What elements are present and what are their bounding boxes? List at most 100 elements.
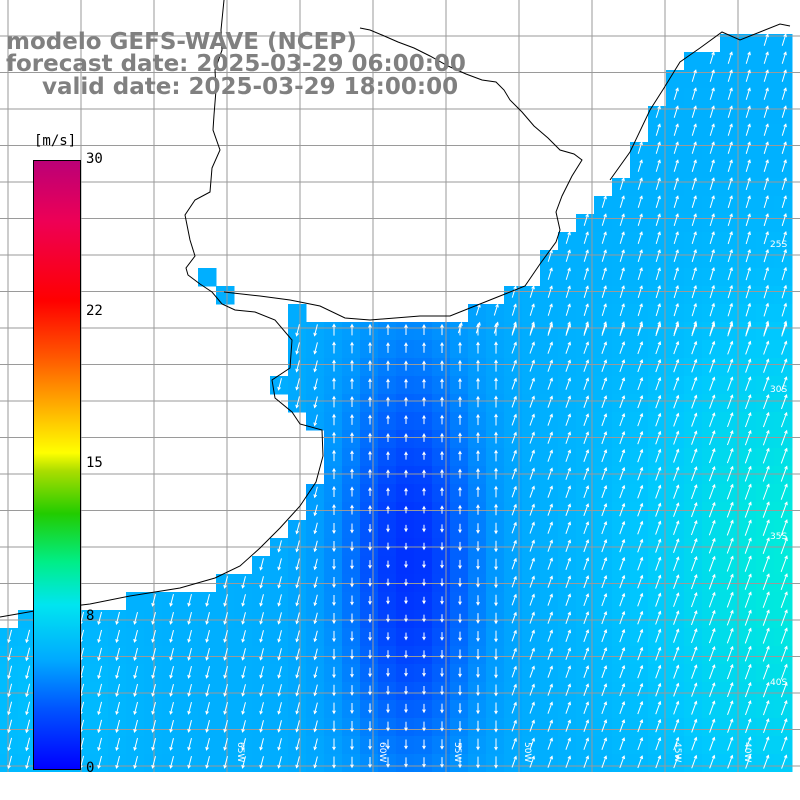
wind-arrow <box>709 700 716 715</box>
wind-arrow <box>583 341 590 354</box>
wind-arrow <box>763 736 770 751</box>
wind-arrow <box>25 629 31 644</box>
wind-arrow <box>745 69 751 82</box>
wind-arrow <box>277 738 282 751</box>
wind-arrow <box>295 576 300 589</box>
wind-arrow <box>440 396 444 407</box>
wind-arrow <box>673 285 679 299</box>
wind-arrow <box>708 465 716 482</box>
wind-arrow <box>601 719 608 733</box>
wind-arrow <box>691 249 697 263</box>
wind-arrow <box>673 177 679 190</box>
wind-arrow <box>440 650 444 660</box>
wind-arrow <box>386 432 390 443</box>
wind-arrow <box>440 341 444 353</box>
wind-arrow <box>709 430 716 446</box>
wind-arrow <box>745 195 751 209</box>
wind-arrow <box>7 665 13 680</box>
wind-arrow <box>169 612 174 625</box>
wind-arrow <box>619 213 625 226</box>
wind-arrow <box>565 303 571 316</box>
wind-arrow <box>781 231 787 245</box>
wind-arrow <box>422 323 426 335</box>
wind-arrow <box>133 647 139 661</box>
wind-arrow <box>368 596 372 605</box>
wind-arrow <box>115 755 121 769</box>
wind-arrow <box>691 302 697 317</box>
wind-arrow <box>151 647 156 661</box>
wind-arrow <box>691 320 698 335</box>
wind-arrow <box>709 340 716 355</box>
wind-arrow <box>780 447 788 464</box>
wind-arrow <box>583 647 590 661</box>
wind-arrow <box>762 555 770 572</box>
wind-arrow <box>205 666 210 679</box>
wind-arrow <box>726 483 734 500</box>
wind-arrow <box>762 483 770 500</box>
wind-arrow <box>637 610 644 625</box>
wind-arrow <box>655 213 661 226</box>
wind-arrow <box>368 560 372 569</box>
wind-arrow <box>565 395 572 408</box>
wind-arrow <box>601 303 607 316</box>
wind-arrow <box>205 738 210 751</box>
wind-arrow <box>583 755 590 768</box>
wind-arrow <box>673 105 679 118</box>
wind-arrow <box>332 559 336 571</box>
wind-arrow <box>368 667 372 678</box>
wind-arrow <box>619 502 626 517</box>
wind-arrow <box>350 649 354 660</box>
wind-arrow <box>440 578 444 587</box>
wind-arrow <box>708 591 716 608</box>
wind-arrow <box>350 703 354 714</box>
wind-arrow <box>332 413 336 426</box>
wind-arrow <box>440 542 444 551</box>
wind-arrow <box>151 683 156 697</box>
wind-arrow <box>368 524 372 533</box>
wind-arrow <box>440 505 444 514</box>
wind-arrow <box>422 560 426 569</box>
wind-arrow <box>709 213 715 227</box>
wind-arrow <box>169 756 174 769</box>
wind-arrow <box>601 575 608 589</box>
wind-arrow <box>655 195 661 208</box>
wind-arrow <box>422 505 426 514</box>
wind-arrow <box>422 451 426 460</box>
wind-arrow <box>332 720 336 733</box>
wind-arrow <box>313 702 318 715</box>
wind-arrow <box>332 612 336 625</box>
wind-arrow <box>726 645 734 662</box>
wind-arrow <box>780 429 788 446</box>
wind-arrow <box>350 341 354 354</box>
wind-arrow <box>637 267 643 281</box>
wind-arrow <box>529 467 535 480</box>
wind-arrow <box>744 555 752 572</box>
wind-arrow <box>745 754 752 769</box>
wind-arrow <box>637 682 644 697</box>
wind-arrow <box>619 359 626 373</box>
colorbar <box>33 160 81 770</box>
wind-arrow <box>529 359 535 372</box>
wind-arrow <box>637 628 644 643</box>
wind-arrow <box>440 739 444 750</box>
wind-arrow <box>494 720 498 733</box>
wind-arrow <box>494 648 498 661</box>
wind-arrow <box>673 538 680 553</box>
wind-arrow <box>386 469 390 478</box>
wind-arrow <box>709 754 716 769</box>
wind-arrow <box>7 629 13 644</box>
wind-arrow <box>619 664 626 679</box>
wind-arrow <box>637 430 644 445</box>
wind-arrow <box>780 573 788 591</box>
wind-arrow <box>25 755 31 770</box>
wind-arrow <box>386 721 390 732</box>
wind-arrow <box>295 360 300 373</box>
wind-arrow <box>727 231 733 245</box>
wind-arrow <box>709 376 716 391</box>
wind-arrow <box>708 501 716 518</box>
wind-arrow <box>565 557 572 570</box>
wind-arrow <box>601 755 608 768</box>
wind-arrow <box>313 666 318 679</box>
wind-arrow <box>277 558 282 571</box>
wind-arrow <box>619 395 626 409</box>
